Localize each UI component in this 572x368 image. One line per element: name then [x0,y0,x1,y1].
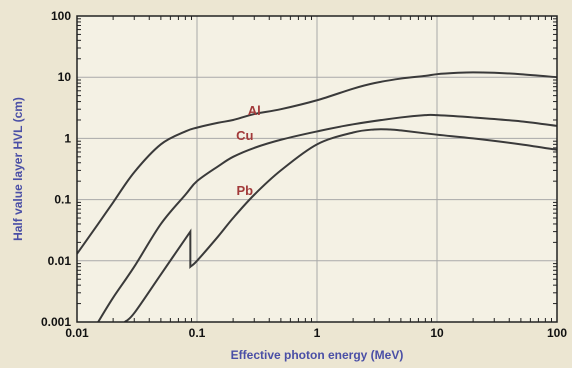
y-tick-label: 0.1 [54,193,71,207]
y-axis-label: Half value layer HVL (cm) [11,97,25,241]
series-label-pb: Pb [236,183,253,198]
plot-frame [76,15,558,323]
x-axis-label: Effective photon energy (MeV) [231,348,404,362]
series-labels: Al Cu Pb [236,103,261,198]
x-tick-label: 10 [430,326,444,340]
x-tick-label: 1 [314,326,321,340]
y-tick-label: 10 [58,70,72,84]
series-label-cu: Cu [236,128,253,143]
x-tick-label: 0.01 [65,326,89,340]
x-tick-label: 0.1 [189,326,206,340]
y-tick-label: 0.001 [41,315,71,329]
series-line-cu [97,113,557,322]
x-tick-label: 100 [547,326,567,340]
series-line-al [77,71,557,255]
series-lines [77,71,557,322]
y-tick-labels: 0.001 0.01 0.1 1 10 100 [41,9,71,329]
y-tick-label: 100 [51,9,71,23]
y-tick-label: 1 [64,131,71,145]
series-label-al: Al [248,103,261,118]
y-tick-label: 0.01 [48,254,72,268]
series-line-pb [124,128,557,322]
x-tick-labels: 0.01 0.1 1 10 100 [65,326,567,340]
